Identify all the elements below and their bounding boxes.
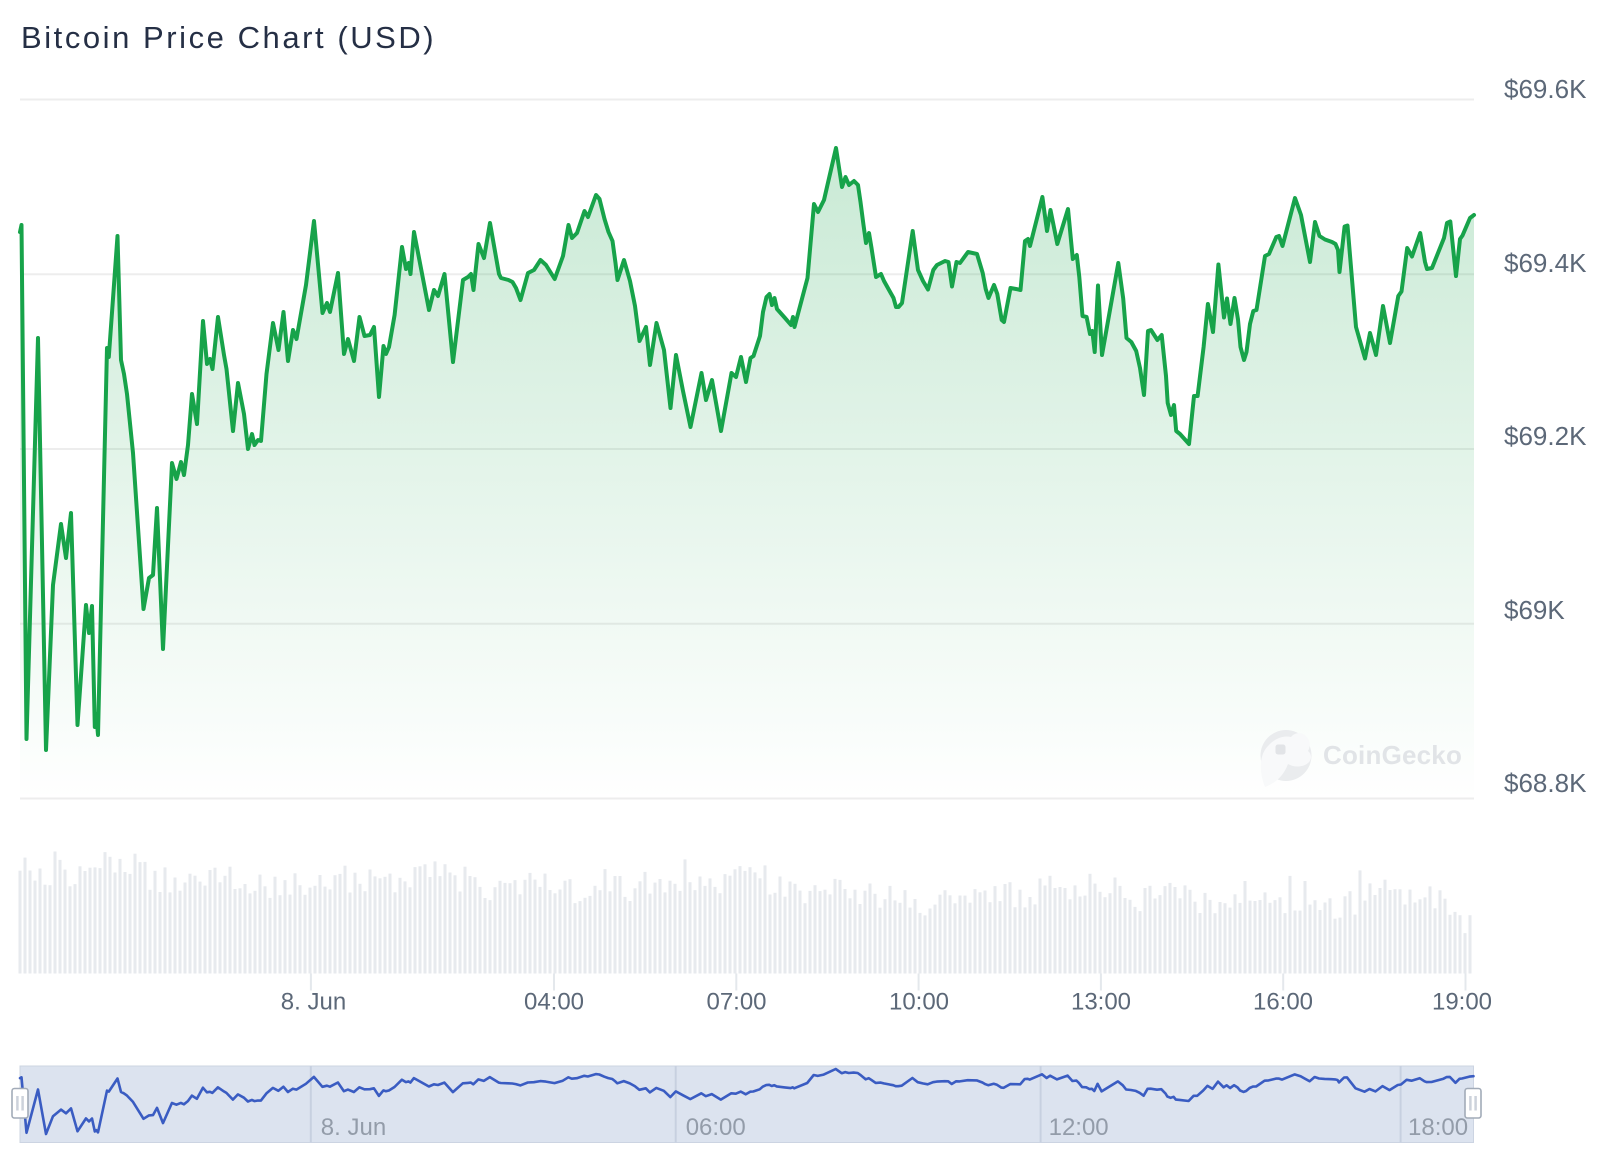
svg-text:16:00: 16:00 [1253,989,1313,1016]
svg-text:8. Jun: 8. Jun [281,989,346,1016]
svg-text:13:00: 13:00 [1071,989,1131,1016]
svg-text:$68.8K: $68.8K [1504,768,1587,798]
svg-text:Bitcoin Price Chart (USD): Bitcoin Price Chart (USD) [21,20,436,55]
svg-text:18:00: 18:00 [1408,1114,1468,1141]
svg-text:8. Jun: 8. Jun [321,1114,386,1141]
svg-text:CoinGecko: CoinGecko [1323,740,1462,770]
svg-text:$69K: $69K [1504,595,1565,625]
svg-text:07:00: 07:00 [706,989,766,1016]
svg-text:10:00: 10:00 [889,989,949,1016]
svg-text:19:00: 19:00 [1432,989,1492,1016]
svg-text:$69.6K: $69.6K [1504,74,1587,104]
svg-text:$69.2K: $69.2K [1504,421,1587,451]
svg-text:06:00: 06:00 [686,1114,746,1141]
svg-text:04:00: 04:00 [524,989,584,1016]
svg-text:$69.4K: $69.4K [1504,248,1587,278]
svg-text:12:00: 12:00 [1049,1114,1109,1141]
